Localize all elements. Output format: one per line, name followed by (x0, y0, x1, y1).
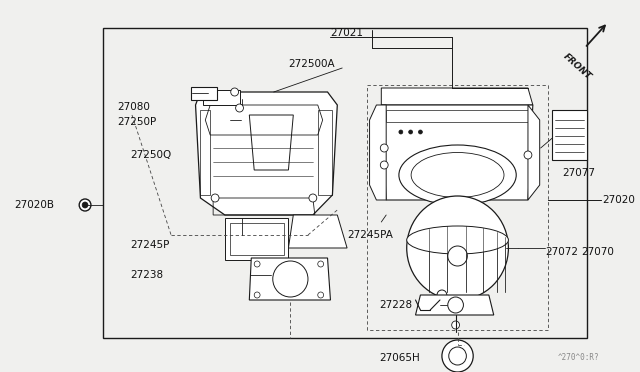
Bar (230, 223, 284, 255)
Circle shape (448, 246, 467, 266)
Polygon shape (191, 87, 217, 100)
Circle shape (452, 321, 460, 329)
Text: 27020B: 27020B (15, 200, 54, 210)
Bar (386, 110, 528, 122)
Text: 27245P: 27245P (130, 240, 170, 250)
Polygon shape (528, 105, 540, 200)
Text: 27020: 27020 (602, 195, 635, 205)
Text: 27065H: 27065H (380, 353, 420, 363)
Circle shape (437, 290, 447, 300)
Circle shape (449, 347, 467, 365)
Polygon shape (369, 105, 386, 200)
Circle shape (254, 261, 260, 267)
Ellipse shape (411, 153, 504, 198)
Circle shape (448, 297, 463, 313)
Polygon shape (552, 110, 587, 160)
Circle shape (442, 340, 473, 372)
Circle shape (236, 104, 243, 112)
Circle shape (211, 194, 219, 202)
Text: 27250Q: 27250Q (130, 150, 172, 160)
Polygon shape (196, 92, 337, 215)
Text: 272500A: 272500A (289, 59, 335, 69)
Polygon shape (381, 88, 533, 105)
Circle shape (317, 261, 324, 267)
Text: 27080: 27080 (117, 102, 150, 112)
Circle shape (380, 161, 388, 169)
Circle shape (79, 199, 91, 211)
Circle shape (399, 130, 403, 134)
Circle shape (317, 292, 324, 298)
Bar (102, 28, 587, 338)
Text: 27238: 27238 (130, 270, 163, 280)
Polygon shape (250, 258, 330, 300)
Ellipse shape (407, 226, 508, 254)
Polygon shape (225, 218, 289, 260)
Circle shape (407, 196, 508, 300)
Polygon shape (381, 105, 533, 200)
Circle shape (437, 303, 447, 313)
Circle shape (82, 202, 88, 208)
Ellipse shape (399, 145, 516, 205)
Circle shape (273, 261, 308, 297)
Circle shape (409, 130, 413, 134)
Circle shape (380, 144, 388, 152)
Circle shape (231, 88, 239, 96)
Polygon shape (415, 295, 493, 315)
Circle shape (254, 292, 260, 298)
Polygon shape (204, 90, 239, 105)
Text: 27245PA: 27245PA (347, 230, 393, 240)
Text: 27250P: 27250P (117, 117, 157, 127)
Text: 27228: 27228 (380, 300, 412, 310)
Circle shape (419, 130, 422, 134)
Text: 27021: 27021 (330, 28, 364, 38)
Text: 27070: 27070 (582, 247, 614, 257)
Text: ^270^0:R?: ^270^0:R? (557, 353, 599, 362)
Circle shape (524, 151, 532, 159)
Text: 27077: 27077 (562, 168, 595, 178)
Text: 27072: 27072 (545, 247, 579, 257)
Polygon shape (289, 215, 347, 248)
Text: FRONT: FRONT (561, 52, 593, 81)
Circle shape (309, 194, 317, 202)
